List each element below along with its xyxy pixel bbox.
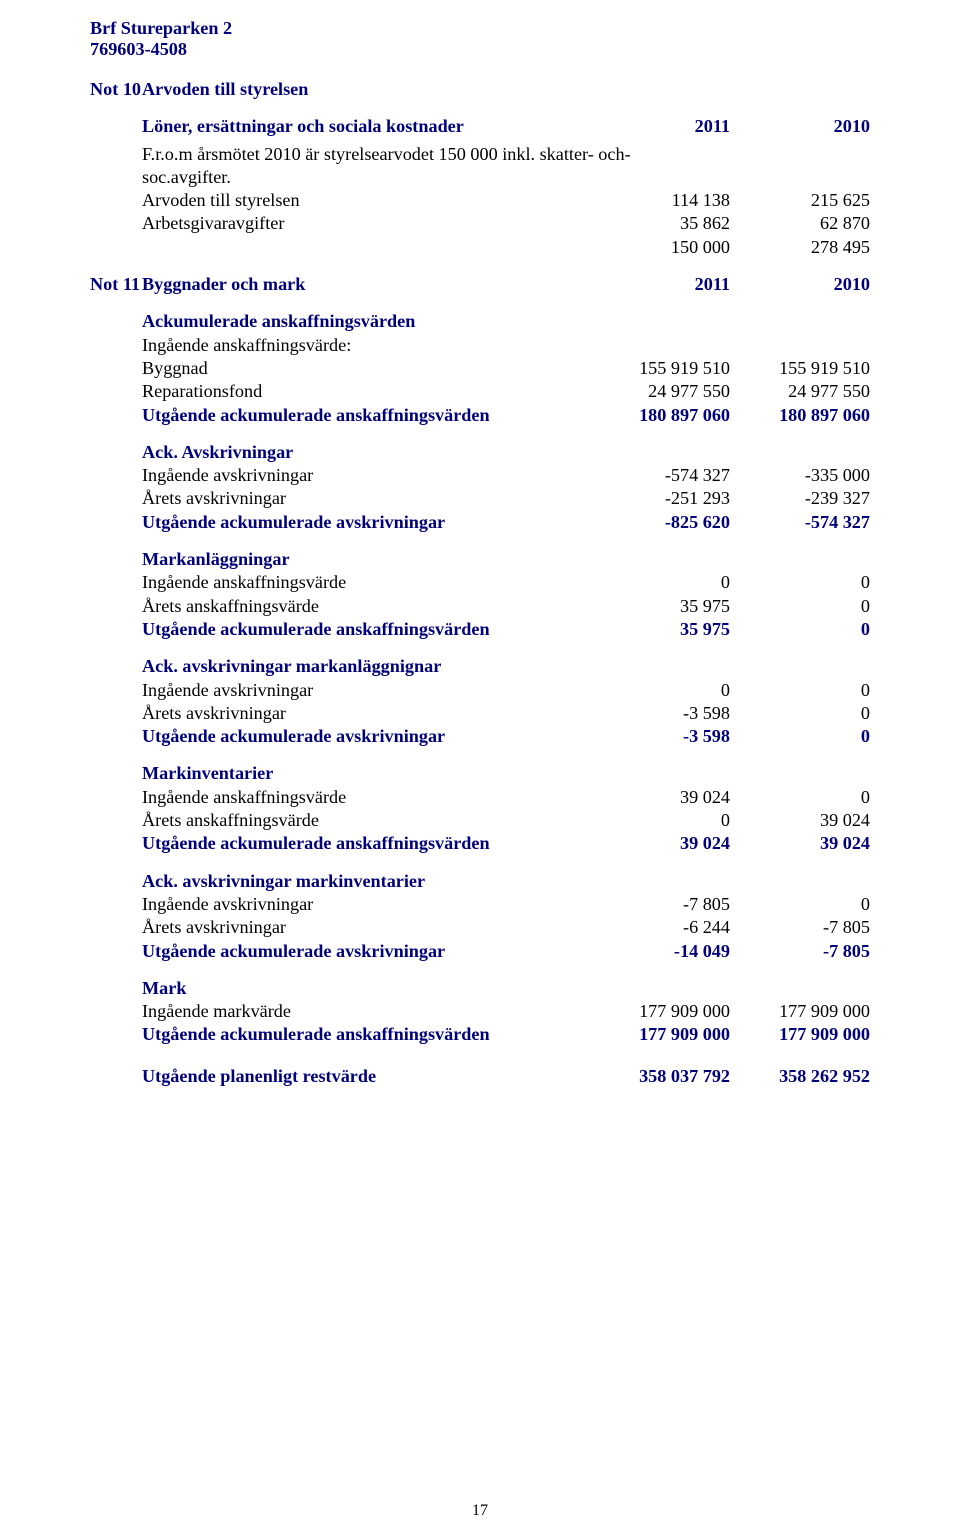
note10-title: Arvoden till styrelsen xyxy=(142,78,308,101)
table-row: Ingående avskrivningar 0 0 xyxy=(90,679,870,702)
note10-year2: 2010 xyxy=(730,115,870,138)
cell-value: 215 625 xyxy=(730,189,870,212)
note10-heading: Not 10 Arvoden till styrelsen xyxy=(90,78,870,101)
table-row: Arvoden till styrelsen 114 138 215 625 xyxy=(90,189,870,212)
sec6-title: Ack. avskrivningar markinventarier xyxy=(90,870,870,893)
note11-heading: Not 11 Byggnader och mark 2011 2010 xyxy=(90,273,870,296)
note11-prefix: Not 11 xyxy=(90,273,142,296)
sec6-total: Utgående ackumulerade avskrivningar -14 … xyxy=(90,940,870,963)
sec1-total: Utgående ackumulerade anskaffningsvärden… xyxy=(90,404,870,427)
table-row: Årets avskrivningar -251 293 -239 327 xyxy=(90,487,870,510)
sec4-title: Ack. avskrivningar markanläggnignar xyxy=(90,655,870,678)
sec1-sub: Ingående anskaffningsvärde: xyxy=(90,334,870,357)
table-row: Byggnad 155 919 510 155 919 510 xyxy=(90,357,870,380)
final-total: Utgående planenligt restvärde 358 037 79… xyxy=(90,1065,870,1088)
table-row: Årets avskrivningar -3 598 0 xyxy=(90,702,870,725)
note10-comment: F.r.o.m årsmötet 2010 är styrelsearvodet… xyxy=(142,143,634,190)
sec3-title: Markanläggningar xyxy=(90,548,870,571)
note11-year1: 2011 xyxy=(590,273,730,296)
sec1-title: Ackumulerade anskaffningsvärden xyxy=(90,310,870,333)
table-row: Ingående avskrivningar -574 327 -335 000 xyxy=(90,464,870,487)
cell-value: 114 138 xyxy=(590,189,730,212)
cell-label: Arbetsgivaravgifter xyxy=(142,212,590,235)
note10-subhead-label: Löner, ersättningar och sociala kostnade… xyxy=(142,115,590,138)
sec2-total: Utgående ackumulerade avskrivningar -825… xyxy=(90,511,870,534)
table-row: Årets avskrivningar -6 244 -7 805 xyxy=(90,916,870,939)
note10-comment-row: F.r.o.m årsmötet 2010 är styrelsearvodet… xyxy=(90,143,870,190)
note10-year1: 2011 xyxy=(590,115,730,138)
table-row: Arbetsgivaravgifter 35 862 62 870 xyxy=(90,212,870,235)
sec7-total: Utgående ackumulerade anskaffningsvärden… xyxy=(90,1023,870,1046)
org-number: 769603-4508 xyxy=(90,39,870,60)
sec3-total: Utgående ackumulerade anskaffningsvärden… xyxy=(90,618,870,641)
table-row: Årets anskaffningsvärde 0 39 024 xyxy=(90,809,870,832)
table-row: Ingående avskrivningar -7 805 0 xyxy=(90,893,870,916)
sec5-total: Utgående ackumulerade anskaffningsvärden… xyxy=(90,832,870,855)
table-row: Ingående anskaffningsvärde 39 024 0 xyxy=(90,786,870,809)
note10-prefix: Not 10 xyxy=(90,78,142,101)
table-row: Reparationsfond 24 977 550 24 977 550 xyxy=(90,380,870,403)
note11-year2: 2010 xyxy=(730,273,870,296)
note10-total: 150 000 278 495 xyxy=(90,236,870,259)
cell-label: Arvoden till styrelsen xyxy=(142,189,590,212)
sec7-title: Mark xyxy=(90,977,870,1000)
doc-header: Brf Stureparken 2 769603-4508 xyxy=(90,18,870,60)
org-name: Brf Stureparken 2 xyxy=(90,18,870,39)
sec2-title: Ack. Avskrivningar xyxy=(90,441,870,464)
page-number: 17 xyxy=(0,1502,960,1520)
cell-value: 150 000 xyxy=(590,236,730,259)
note10-subhead: Löner, ersättningar och sociala kostnade… xyxy=(90,115,870,138)
note11-title: Byggnader och mark xyxy=(142,273,590,296)
cell-value: 62 870 xyxy=(730,212,870,235)
table-row: Ingående markvärde 177 909 000 177 909 0… xyxy=(90,1000,870,1023)
sec5-title: Markinventarier xyxy=(90,762,870,785)
table-row: Ingående anskaffningsvärde 0 0 xyxy=(90,571,870,594)
sec4-total: Utgående ackumulerade avskrivningar -3 5… xyxy=(90,725,870,748)
cell-value: 35 862 xyxy=(590,212,730,235)
cell-value: 278 495 xyxy=(730,236,870,259)
table-row: Årets anskaffningsvärde 35 975 0 xyxy=(90,595,870,618)
